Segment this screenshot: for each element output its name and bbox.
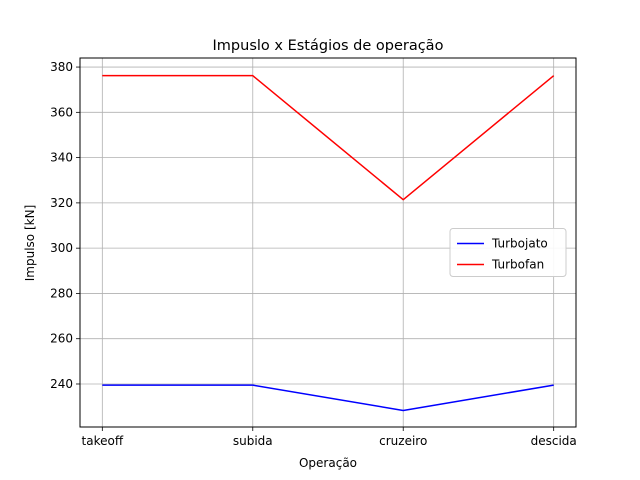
x-tick-label: descida (531, 434, 577, 448)
y-axis-ticks: 240 260 280 300 320 340 360 380 (50, 60, 80, 391)
x-axis-label: Operação (299, 456, 357, 470)
grid-layer (80, 58, 576, 427)
y-axis-label: Impulso [kN] (23, 205, 37, 281)
series-layer (102, 74, 555, 412)
x-tick-label: subida (233, 434, 273, 448)
y-tick-label: 280 (50, 286, 73, 300)
legend-label-turbojato: Turbojato (491, 237, 548, 251)
x-tick-label: cruzeiro (379, 434, 427, 448)
y-tick-label: 240 (50, 377, 73, 391)
y-tick-label: 380 (50, 60, 73, 74)
legend-label-turbofan: Turbofan (491, 258, 544, 272)
legend: Turbojato Turbofan (449, 228, 567, 277)
y-tick-label: 320 (50, 196, 73, 210)
y-tick-label: 260 (50, 332, 73, 346)
y-tick-label: 300 (50, 241, 73, 255)
series-line-turbojato (102, 384, 554, 412)
y-tick-label: 340 (50, 151, 73, 165)
series-line-turbofan (102, 74, 555, 201)
chart-title: Impuslo x Estágios de operação (213, 38, 444, 54)
x-tick-label: takeoff (82, 434, 124, 448)
y-tick-label: 360 (50, 105, 73, 119)
x-axis-ticks: takeoff subida cruzeiro descida (82, 427, 577, 448)
plot-frame (79, 57, 577, 428)
